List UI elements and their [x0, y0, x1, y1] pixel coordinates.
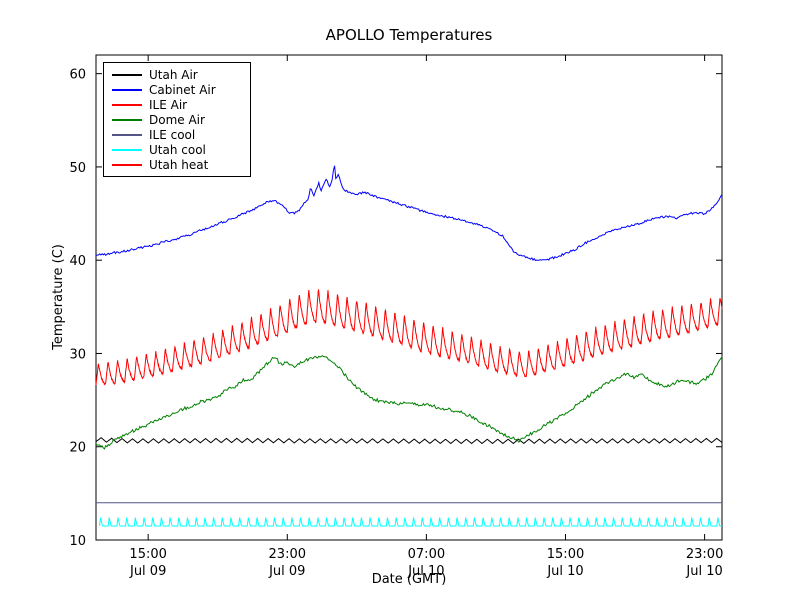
legend-line-sample [112, 118, 142, 121]
legend-label: Utah Air [149, 67, 198, 82]
x-tick-date: Jul 10 [546, 564, 583, 579]
legend-line-sample [112, 163, 142, 166]
x-tick-date: Jul 09 [268, 564, 305, 579]
legend-label: Utah cool [149, 142, 206, 157]
y-tick-label: 10 [69, 534, 86, 549]
x-tick-time: 23:00 [269, 547, 306, 562]
y-tick-label: 20 [69, 441, 86, 456]
legend-item: Dome Air [112, 112, 240, 127]
legend-label: Cabinet Air [149, 82, 216, 97]
series-cabinet-air [95, 165, 723, 261]
x-tick-date: Jul 09 [129, 564, 166, 579]
x-axis-label: Date (GMT) [372, 572, 447, 587]
legend-item: Utah Air [112, 67, 240, 82]
legend-item: ILE Air [112, 97, 240, 112]
legend-line-sample [112, 73, 142, 76]
y-tick-label: 50 [69, 161, 86, 176]
legend-line-sample [112, 88, 142, 91]
series-ile-air [95, 288, 723, 386]
y-axis-label: Temperature (C) [51, 244, 66, 351]
y-tick-label: 40 [69, 254, 86, 269]
legend-item: ILE cool [112, 127, 240, 142]
x-tick-time: 15:00 [547, 547, 584, 562]
y-tick-label: 30 [69, 347, 86, 362]
legend-item: Utah heat [112, 157, 240, 172]
legend-label: ILE Air [149, 97, 188, 112]
y-tick-label: 60 [69, 68, 86, 83]
legend-item: Cabinet Air [112, 82, 240, 97]
chart-title: APOLLO Temperatures [326, 26, 493, 44]
x-tick-date: Jul 10 [407, 564, 444, 579]
x-tick-date: Jul 10 [685, 564, 722, 579]
x-tick-time: 07:00 [408, 547, 445, 562]
legend-item: Utah cool [112, 142, 240, 157]
legend-label: ILE cool [149, 127, 196, 142]
legend-line-sample [112, 148, 142, 151]
x-tick-time: 15:00 [129, 547, 166, 562]
legend-label: Dome Air [149, 112, 205, 127]
series-utah-cool [99, 517, 722, 527]
legend: Utah Air Cabinet Air ILE Air Dome Air ILE co… [103, 62, 251, 177]
legend-line-sample [112, 133, 142, 136]
series-dome-air [95, 355, 723, 450]
legend-line-sample [112, 103, 142, 106]
plot-frame [95, 54, 723, 541]
series-utah-air [95, 437, 723, 445]
x-tick-time: 23:00 [686, 547, 723, 562]
legend-label: Utah heat [149, 157, 209, 172]
